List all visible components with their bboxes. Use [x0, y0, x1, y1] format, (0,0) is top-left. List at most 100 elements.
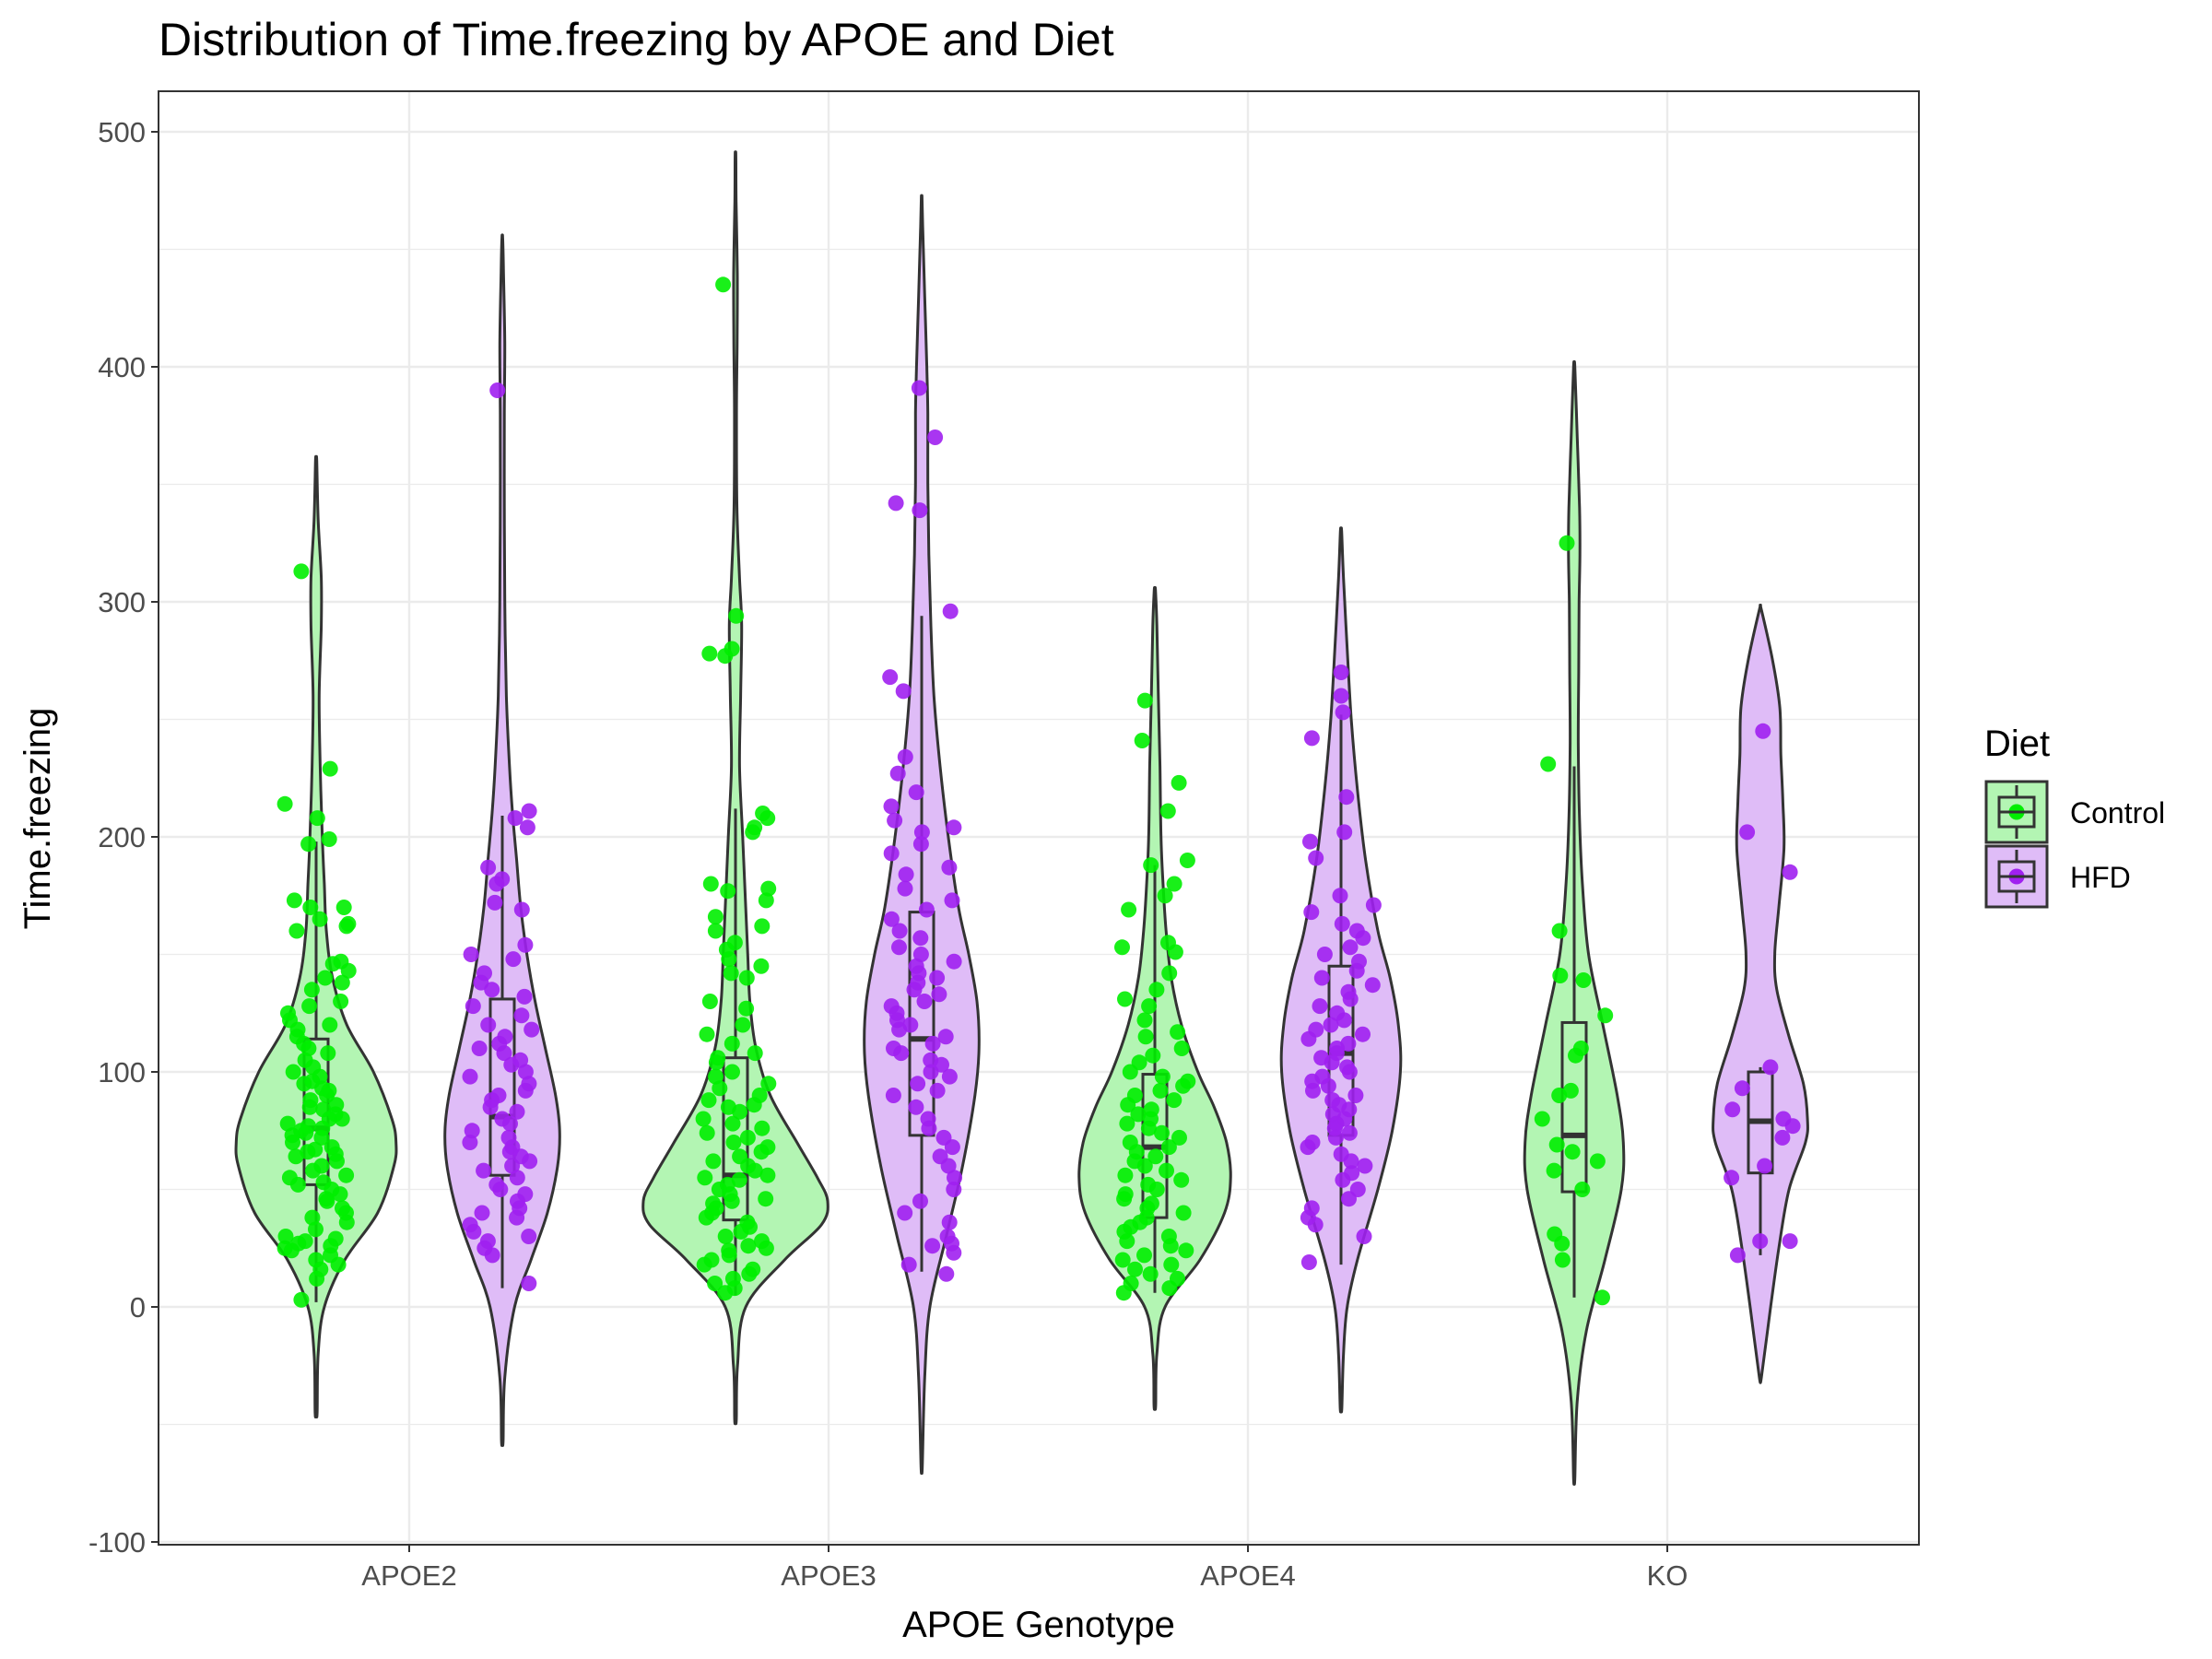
- data-point: [1143, 857, 1159, 874]
- data-point: [312, 911, 328, 927]
- data-point: [758, 1240, 774, 1256]
- data-point: [296, 1076, 312, 1092]
- data-point: [1343, 1153, 1359, 1170]
- x-axis-title: APOE Genotype: [902, 1605, 1175, 1645]
- data-point: [893, 1045, 910, 1062]
- data-point: [1724, 1101, 1741, 1118]
- data-point: [1755, 723, 1771, 739]
- data-point: [882, 669, 899, 686]
- data-point: [912, 502, 928, 519]
- data-point: [1117, 991, 1133, 1007]
- data-point: [891, 923, 908, 939]
- data-point: [1782, 1233, 1798, 1250]
- data-point: [702, 876, 719, 892]
- data-point: [1175, 1205, 1192, 1221]
- data-point: [288, 923, 305, 939]
- data-point: [1303, 904, 1320, 921]
- data-point: [941, 1214, 958, 1230]
- data-point: [334, 1111, 350, 1127]
- data-point: [715, 276, 732, 293]
- data-point: [924, 1035, 941, 1052]
- data-point: [488, 876, 505, 892]
- data-point: [1127, 1261, 1143, 1277]
- legend-title: Diet: [1984, 724, 2050, 764]
- data-point: [747, 1045, 763, 1062]
- data-point: [519, 819, 535, 836]
- data-point: [340, 962, 357, 979]
- data-point: [1157, 888, 1173, 904]
- data-point: [1564, 1144, 1581, 1160]
- violin-hfd-ko: [1712, 604, 1809, 1384]
- data-point: [502, 1115, 518, 1132]
- data-point: [503, 1056, 520, 1073]
- data-point: [1114, 1252, 1131, 1268]
- data-point: [937, 1029, 954, 1045]
- data-point: [1357, 1158, 1373, 1174]
- data-point: [1147, 1148, 1164, 1165]
- data-point: [1548, 1136, 1565, 1153]
- data-point: [285, 1135, 300, 1150]
- data-point: [753, 1144, 770, 1160]
- data-point: [724, 1064, 740, 1080]
- data-point: [1347, 1088, 1364, 1103]
- data-point: [313, 1129, 330, 1146]
- data-point: [300, 836, 317, 853]
- data-point: [942, 603, 959, 619]
- data-point: [524, 1021, 540, 1038]
- data-point: [728, 607, 745, 624]
- data-point: [912, 947, 929, 962]
- data-point: [496, 1045, 512, 1062]
- data-point: [322, 1017, 338, 1033]
- data-point: [1568, 1047, 1583, 1064]
- data-point: [883, 845, 900, 862]
- data-point: [277, 1229, 294, 1244]
- data-point: [283, 1242, 300, 1259]
- box-iqr: [1560, 1020, 1588, 1194]
- data-point: [521, 1229, 537, 1244]
- data-point: [300, 1144, 316, 1160]
- data-point: [1152, 1082, 1169, 1099]
- grid-lines: [159, 91, 1919, 1545]
- legend-label-hfd: HFD: [2070, 861, 2131, 894]
- data-point: [1729, 1247, 1746, 1264]
- data-point: [293, 563, 310, 580]
- x-tick-label: APOE3: [781, 1559, 876, 1592]
- data-point: [1161, 965, 1178, 982]
- data-point: [695, 1111, 712, 1127]
- data-point: [754, 1120, 771, 1136]
- data-point: [1589, 1153, 1606, 1170]
- data-point: [1167, 944, 1183, 960]
- data-point: [1348, 962, 1365, 979]
- box-iqr: [488, 997, 516, 1177]
- data-point: [724, 1035, 740, 1052]
- data-point: [929, 970, 946, 986]
- data-point: [1173, 1171, 1190, 1188]
- data-point: [1161, 1280, 1178, 1297]
- data-point: [1179, 853, 1195, 868]
- data-point: [285, 1064, 301, 1080]
- data-point: [699, 1026, 715, 1042]
- data-point: [891, 1021, 908, 1038]
- data-point: [492, 1182, 509, 1197]
- data-point: [1338, 789, 1355, 806]
- data-point: [1762, 1059, 1779, 1076]
- data-point: [309, 810, 325, 827]
- data-point: [333, 994, 349, 1009]
- data-point: [1119, 1115, 1135, 1132]
- data-point: [1171, 774, 1187, 791]
- data-point: [471, 1041, 488, 1056]
- data-point: [1136, 1247, 1152, 1264]
- data-point: [482, 1099, 499, 1115]
- data-point: [721, 1247, 737, 1264]
- data-point: [747, 1162, 763, 1179]
- data-point: [707, 909, 724, 925]
- data-point: [938, 1265, 955, 1282]
- data-point: [760, 880, 777, 897]
- data-point: [735, 1017, 751, 1033]
- data-point: [1552, 968, 1569, 983]
- violin-control-apoe3: [641, 150, 830, 1426]
- data-point: [321, 831, 337, 847]
- data-point: [941, 1068, 958, 1085]
- data-point: [1551, 1088, 1568, 1103]
- data-point: [1178, 1242, 1194, 1259]
